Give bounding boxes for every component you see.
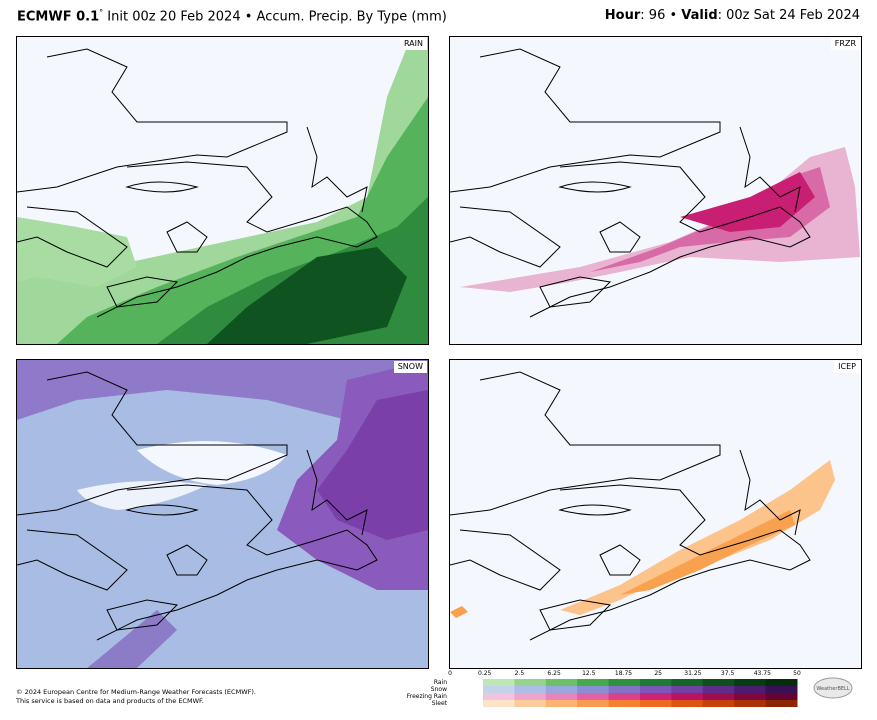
legend-swatch-snow — [545, 686, 578, 693]
legend-tick: 25 — [654, 670, 663, 677]
legend-swatch-rain — [702, 679, 735, 686]
legend-swatch-rain — [514, 679, 547, 686]
frzr-panel: FRZR — [449, 36, 862, 345]
panel-tag-snow: SNOW — [393, 361, 427, 373]
legend-swatch-freezing-rain — [734, 693, 767, 700]
legend-swatch-freezing-rain — [514, 693, 547, 700]
icep-field-light — [560, 460, 835, 615]
legend-swatch-sleet — [734, 700, 767, 707]
legend-swatch-snow — [483, 686, 515, 693]
panel-tag-rain: RAIN — [399, 38, 427, 50]
legend-swatch-snow — [640, 686, 672, 693]
snow-map — [17, 360, 428, 668]
legend-tick: 0 — [448, 670, 452, 677]
legend-swatch-sleet — [483, 700, 515, 707]
legend-tick: 50 — [793, 670, 801, 677]
legend-swatch-sleet — [514, 700, 547, 707]
frzr-map — [450, 48, 860, 318]
header-title: ECMWF 0.1° Init 00z 20 Feb 2024 • Accum.… — [17, 8, 447, 24]
legend-bars — [483, 679, 798, 707]
rain-coastlines — [17, 48, 378, 318]
legend-tick: 2.5 — [514, 670, 525, 677]
legend-row-freezing-rain: Freezing Rain — [406, 693, 447, 700]
valid-label: Valid — [681, 8, 718, 23]
legend-swatch-freezing-rain — [671, 693, 704, 700]
icep-field-small — [450, 606, 468, 618]
legend-swatch-sleet — [577, 700, 610, 707]
legend-tick: 43.75 — [753, 670, 771, 677]
snow-panel: SNOW — [16, 359, 429, 669]
legend-tick: 18.75 — [614, 670, 633, 677]
hour-label: Hour — [604, 8, 641, 23]
snow-field-white-west — [77, 481, 207, 510]
legend-row-sleet: Sleet — [431, 700, 447, 707]
legend-swatch-sleet — [765, 700, 798, 707]
legend-swatch-rain — [483, 679, 515, 686]
legend-swatch-rain — [608, 679, 641, 686]
panel-tag-frzr: FRZR — [830, 38, 860, 50]
rain-field-darkest — [207, 247, 407, 344]
legend-swatch-snow — [608, 686, 641, 693]
rain-panel: RAIN — [16, 36, 429, 345]
legend-swatch-sleet — [545, 700, 578, 707]
legend-swatch-rain — [640, 679, 672, 686]
panel-tag-icep: ICEP — [834, 361, 860, 373]
hour-value: : 96 • — [640, 8, 682, 23]
frzr-field-light — [460, 147, 860, 292]
icep-panel: ICEP — [449, 359, 862, 669]
model-resolution-unit: ° — [99, 8, 104, 17]
legend-swatch-freezing-rain — [702, 693, 735, 700]
copyright-footer: © 2024 European Centre for Medium-Range … — [16, 688, 256, 706]
legend-row-rain: Rain — [433, 679, 447, 686]
legend-row-snow: Snow — [430, 686, 447, 693]
snow-field-purple-north — [17, 360, 428, 440]
snow-field-white — [137, 441, 287, 485]
legend-swatch-rain — [545, 679, 578, 686]
legend-swatch-snow — [702, 686, 735, 693]
snow-field-purple-core — [317, 390, 428, 540]
snow-field-purple-south — [87, 610, 177, 668]
legend-tick: 31.25 — [684, 670, 702, 677]
legend-swatch-freezing-rain — [608, 693, 641, 700]
valid-value: : 00z Sat 24 Feb 2024 — [717, 8, 860, 23]
legend-swatch-sleet — [671, 700, 704, 707]
legend-swatch-snow — [671, 686, 704, 693]
rain-map — [17, 37, 428, 344]
legend-swatch-sleet — [702, 700, 735, 707]
init-text: Init 00z 20 Feb 2024 • Accum. Precip. By… — [103, 9, 447, 25]
legend-swatch-freezing-rain — [640, 693, 672, 700]
icep-map — [450, 371, 835, 641]
legend-swatch-sleet — [640, 700, 672, 707]
legend-swatch-rain — [734, 679, 767, 686]
snow-coastlines — [17, 371, 378, 641]
frzr-coastlines — [450, 48, 811, 318]
copyright-line-1: © 2024 European Centre for Medium-Range … — [16, 688, 256, 696]
legend-swatch-snow — [514, 686, 547, 693]
legend-tick: 0.25 — [478, 670, 492, 677]
copyright-line-2: This service is based on data and produc… — [16, 697, 204, 705]
header-valid: Hour: 96 • Valid: 00z Sat 24 Feb 2024 — [605, 8, 860, 23]
legend-swatch-rain — [765, 679, 798, 686]
legend-swatch-rain — [671, 679, 704, 686]
legend-swatch-snow — [765, 686, 798, 693]
frzr-field-dark — [680, 172, 815, 232]
icep-coastlines — [450, 371, 811, 641]
model-name: ECMWF 0.1 — [17, 9, 100, 25]
rain-field-west — [17, 217, 137, 287]
legend-swatch-snow — [577, 686, 610, 693]
legend-swatch-freezing-rain — [545, 693, 578, 700]
legend-tick: 12.5 — [582, 670, 596, 677]
legend-swatch-sleet — [608, 700, 641, 707]
legend-swatch-freezing-rain — [577, 693, 610, 700]
logo-text: WeatherBELL — [816, 686, 849, 692]
precip-legend: 0 0.25 2.5 6.25 12.5 18.75 25 31.25 37.5 43.75 50 … — [395, 670, 815, 720]
legend-swatch-freezing-rain — [483, 693, 515, 700]
legend-swatch-freezing-rain — [765, 693, 798, 700]
legend-swatch-rain — [577, 679, 610, 686]
legend-tick: 6.25 — [547, 670, 561, 677]
weatherbell-logo: WeatherBELL — [813, 677, 853, 699]
legend-tick: 37.5 — [720, 670, 735, 677]
legend-swatch-snow — [734, 686, 767, 693]
